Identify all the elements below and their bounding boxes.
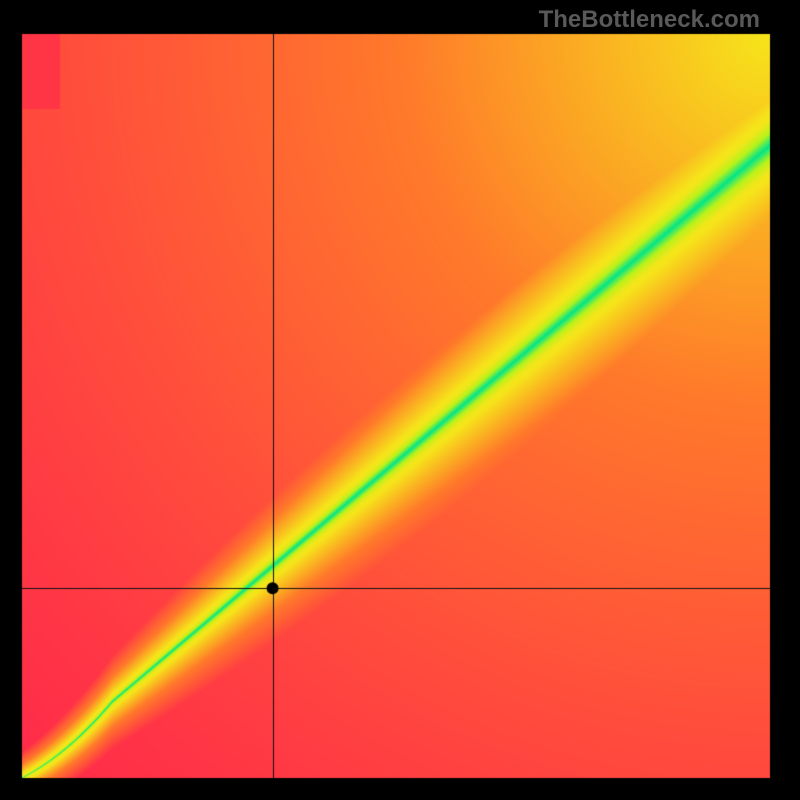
bottleneck-heatmap — [0, 0, 800, 800]
watermark-text: TheBottleneck.com — [539, 6, 760, 34]
chart-container: TheBottleneck.com — [0, 0, 800, 800]
